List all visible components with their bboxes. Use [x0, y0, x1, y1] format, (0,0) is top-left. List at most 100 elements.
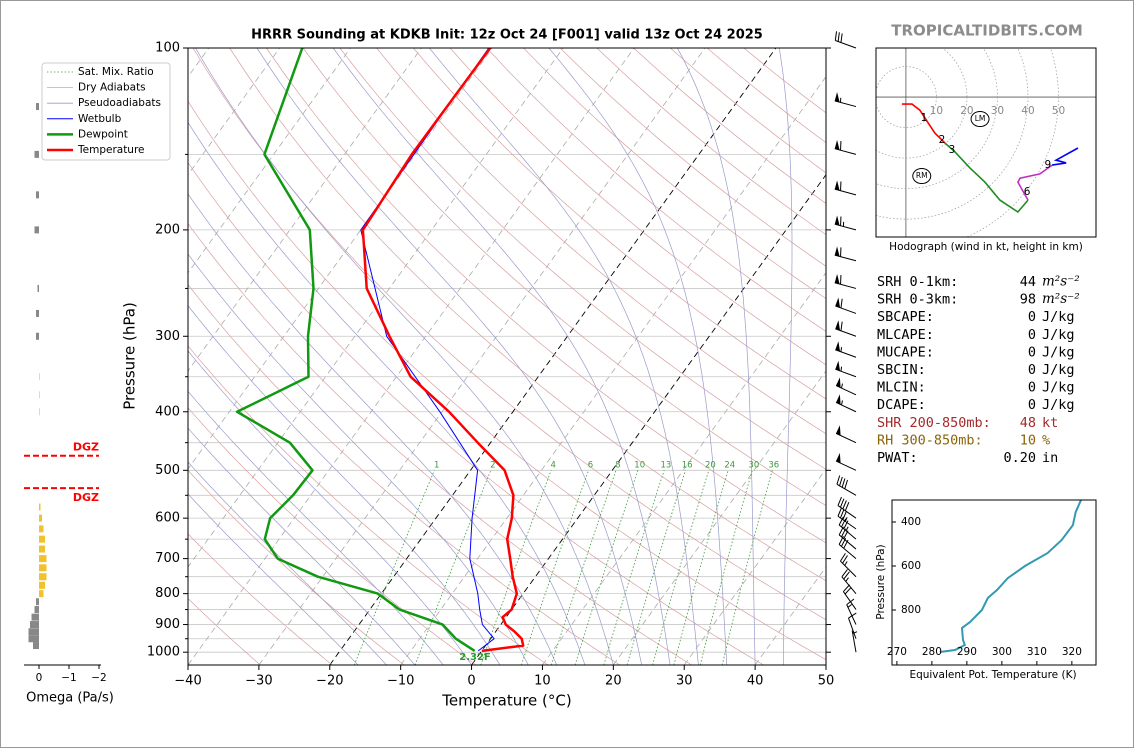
param-label: MLCAPE:	[877, 327, 934, 343]
barb-feather	[838, 536, 844, 545]
barb-shaft	[846, 604, 857, 625]
barb-pennant	[836, 377, 841, 388]
hodo-ring-label: 50	[1052, 105, 1065, 117]
x-axis-label: Temperature (°C)	[441, 692, 571, 710]
y-tick-label: 100	[155, 41, 180, 56]
barb-half	[840, 347, 843, 352]
dry-adiabat	[376, 48, 826, 435]
x-tick-label: 40	[747, 674, 764, 689]
barb-feather	[841, 569, 848, 578]
wind-barb	[851, 630, 858, 653]
pseudoadiabat	[548, 48, 728, 665]
y-tick-label: 600	[155, 511, 180, 526]
param-label: SBCAPE:	[877, 309, 934, 325]
barb-pennant	[836, 394, 841, 405]
thetae-x-label: Equivalent Pot. Temperature (K)	[909, 669, 1076, 681]
pseudoadiabat	[195, 48, 614, 665]
barb-feather	[844, 586, 852, 595]
param-unit: J/kg	[1042, 380, 1075, 396]
param-unit: J/kg	[1042, 327, 1075, 343]
barb-feather	[841, 478, 846, 488]
dry-adiabat	[229, 48, 826, 582]
dry-adiabat	[188, 345, 549, 665]
barb-pennant	[835, 360, 841, 371]
dry-adiabat	[188, 284, 621, 665]
isotherm	[754, 566, 826, 665]
dry-adiabat	[188, 469, 405, 665]
chart-title: HRRR Sounding at KDKB Init: 12z Oct 24 […	[251, 28, 763, 43]
barb-pennant	[835, 341, 841, 352]
param-unit: in	[1042, 450, 1058, 466]
mixing-ratio-line	[574, 470, 639, 665]
omega-bar	[28, 635, 39, 643]
pseudoadiabat	[188, 461, 387, 665]
thetae-y-tick-label: 600	[901, 560, 921, 572]
param-label: SRH 0-3km:	[877, 292, 958, 308]
barb-feather	[840, 298, 843, 309]
param-label: MLCIN:	[877, 380, 926, 396]
dry-adiabat	[449, 48, 826, 366]
thetae-x-tick-label: 300	[992, 646, 1012, 658]
param-label: SRH 0-1km:	[877, 274, 958, 290]
mixing-ratio-label: 24	[724, 461, 735, 471]
storm-motion-label: RM	[916, 171, 928, 180]
wind-barb	[834, 246, 857, 262]
param-unit: m²s⁻²	[1042, 291, 1080, 307]
y-tick-label: 700	[155, 551, 180, 566]
mixing-ratio-label: 4	[550, 461, 555, 471]
hodo-height-label: 9	[1044, 159, 1051, 171]
omega-bar	[39, 555, 47, 563]
legend-label: Temperature	[77, 144, 145, 156]
mixing-ratio-line	[603, 470, 665, 665]
omega-bar	[39, 545, 45, 553]
barb-feather	[839, 476, 843, 486]
param-value: 98	[1020, 292, 1036, 308]
y-tick-label: 400	[155, 404, 180, 419]
mixing-ratio-line	[480, 470, 552, 665]
barb-feather	[839, 509, 845, 519]
wind-barb	[842, 584, 857, 610]
mixing-ratio-label: 2	[490, 461, 495, 471]
barb-shaft	[835, 40, 857, 49]
surface-label: 2.32F	[459, 652, 491, 663]
barb-pennant	[835, 297, 841, 308]
barb-feather	[837, 507, 842, 517]
param-label: RH 300-850mb:	[877, 432, 983, 448]
dry-adiabat	[486, 48, 826, 332]
barb-feather	[840, 553, 846, 562]
barb-feather	[842, 510, 847, 520]
pseudoadiabat	[188, 305, 501, 665]
param-label: PWAT:	[877, 450, 918, 466]
param-unit: J/kg	[1042, 309, 1075, 325]
pseudoadiabat	[188, 121, 586, 665]
storm-motion-marker	[912, 168, 932, 185]
barb-shaft	[851, 630, 857, 653]
isotherm	[612, 370, 826, 665]
legend-label: Dewpoint	[78, 128, 128, 140]
omega-bar	[39, 590, 44, 598]
thetae-x-tick-label: 310	[1027, 646, 1047, 658]
mixing-ratio-label: 6	[588, 461, 593, 471]
thetae-line	[939, 500, 1082, 653]
mixing-ratio-line	[414, 470, 492, 665]
hodograph: 10 20 30 40 50 123 6 9 RM LM	[876, 48, 1096, 237]
mixing-ratio-line	[652, 470, 710, 665]
barb-pennant	[834, 92, 840, 103]
wind-barb	[835, 297, 857, 314]
omega-bar	[36, 598, 39, 606]
x-tick-label: −30	[245, 674, 272, 689]
x-tick-label: 0	[467, 674, 475, 689]
mixing-ratio-line	[521, 470, 589, 665]
isotherm	[542, 272, 826, 665]
barb-pennant	[834, 246, 840, 257]
pseudoadiabat	[188, 390, 444, 665]
param-unit: %	[1042, 432, 1050, 448]
pseudoadiabat	[188, 493, 359, 665]
hodo-height-label: 6	[1024, 186, 1031, 198]
omega-bar	[39, 535, 45, 543]
barb-half	[841, 400, 843, 406]
hodo-ring	[876, 48, 1029, 220]
dry-adiabat	[266, 48, 826, 544]
wind-barb	[836, 475, 857, 496]
barb-shaft	[838, 544, 857, 559]
